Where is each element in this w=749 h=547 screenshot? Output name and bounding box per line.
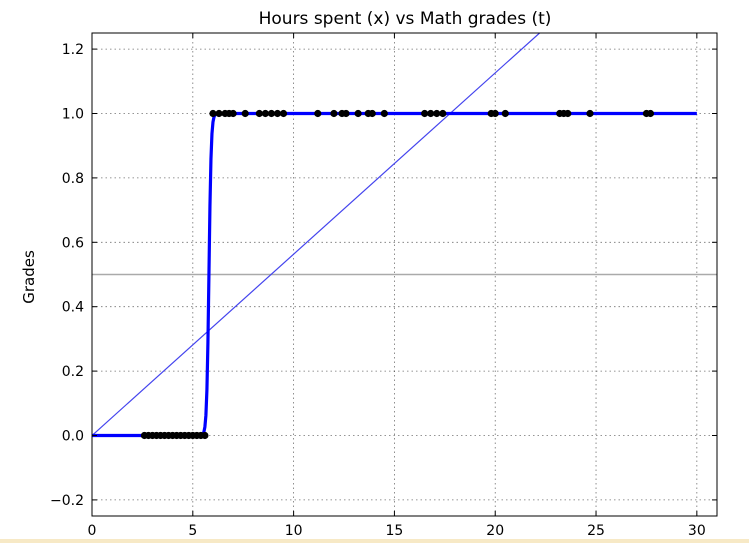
- data-point: [273, 109, 282, 118]
- y-tick-label: −0.2: [50, 493, 84, 509]
- data-point: [201, 431, 209, 440]
- y-tick-label: 1.2: [62, 42, 84, 58]
- chart-title: Hours spent (x) vs Math grades (t): [259, 9, 552, 29]
- data-point: [439, 109, 447, 118]
- data-point: [279, 109, 288, 118]
- y-tick-label: 0.4: [62, 300, 84, 316]
- y-axis-label: Grades: [20, 250, 38, 304]
- linear-fit-line: [92, 33, 540, 436]
- data-point: [586, 109, 594, 118]
- data-point: [314, 109, 322, 118]
- data-point: [646, 109, 655, 118]
- data-point: [368, 109, 376, 118]
- data-point: [433, 109, 441, 118]
- bottom-edge-strip: [0, 539, 749, 543]
- data-point: [427, 109, 435, 118]
- data-point: [330, 109, 338, 118]
- data-point: [209, 109, 217, 118]
- y-tick-label: 0.6: [62, 235, 84, 251]
- data-point: [261, 109, 269, 118]
- x-tick-label: 15: [386, 523, 404, 539]
- x-tick-label: 20: [486, 523, 504, 539]
- data-point: [421, 109, 429, 118]
- x-tick-label: 0: [88, 523, 97, 539]
- data-point: [564, 109, 572, 118]
- data-point: [215, 109, 223, 118]
- data-point: [380, 109, 388, 118]
- data-point: [229, 109, 237, 118]
- x-tick-label: 25: [587, 523, 605, 539]
- x-tick-label: 10: [285, 523, 303, 539]
- data-point: [491, 109, 499, 118]
- y-tick-label: 0.0: [62, 429, 84, 445]
- series-group: [92, 33, 717, 440]
- data-point: [241, 109, 249, 118]
- y-tick-label: 0.2: [62, 364, 84, 380]
- data-point: [267, 109, 276, 118]
- y-tick-label: 0.8: [62, 171, 84, 187]
- data-point: [354, 109, 362, 118]
- plot-frame: [91, 32, 718, 517]
- y-tick-label: 1.0: [62, 107, 84, 123]
- x-tick-label: 5: [188, 523, 197, 539]
- data-point: [255, 109, 263, 118]
- x-tick-label: 30: [688, 523, 706, 539]
- data-point: [342, 109, 350, 118]
- plot-area: 0 5 10 15 20 25 30 −0.2 0.0 0.2 0.4 0.6 0.8 1.0 1.2: [50, 32, 718, 539]
- data-point: [501, 109, 509, 118]
